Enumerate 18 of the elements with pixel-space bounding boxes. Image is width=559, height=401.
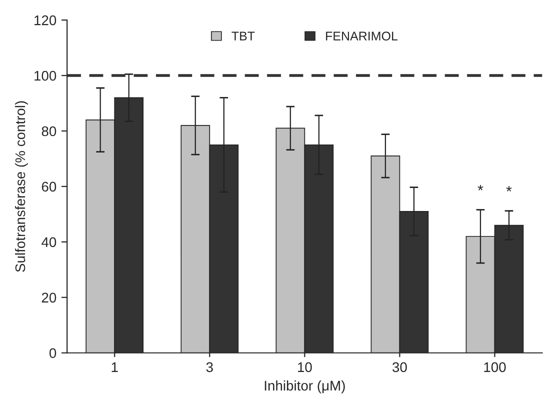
annotation: * bbox=[478, 184, 484, 190]
y-tick-label: 80 bbox=[42, 126, 56, 136]
y-tick-label: 120 bbox=[34, 15, 56, 26]
x-tick-label: 3 bbox=[206, 362, 213, 372]
x-tick-label: 100 bbox=[484, 362, 506, 372]
y-tick-label: 100 bbox=[34, 70, 56, 81]
x-tick-label: 10 bbox=[298, 362, 312, 372]
y-tick-label: 0 bbox=[49, 348, 56, 358]
y-tick-label: 60 bbox=[42, 182, 56, 192]
y-tick-label: 20 bbox=[42, 292, 56, 303]
x-tick-label: 1 bbox=[112, 362, 118, 372]
x-tick-label: 30 bbox=[392, 362, 407, 372]
y-tick-label: 40 bbox=[42, 237, 56, 248]
legend-label: TBT bbox=[232, 32, 255, 40]
x-axis-title: Inhibitor (μM) bbox=[264, 380, 345, 394]
annotation: * bbox=[506, 186, 512, 192]
y-axis-title: Sulfotransferase (% control) bbox=[14, 101, 28, 272]
legend-label: FENARIMOL bbox=[326, 32, 398, 40]
